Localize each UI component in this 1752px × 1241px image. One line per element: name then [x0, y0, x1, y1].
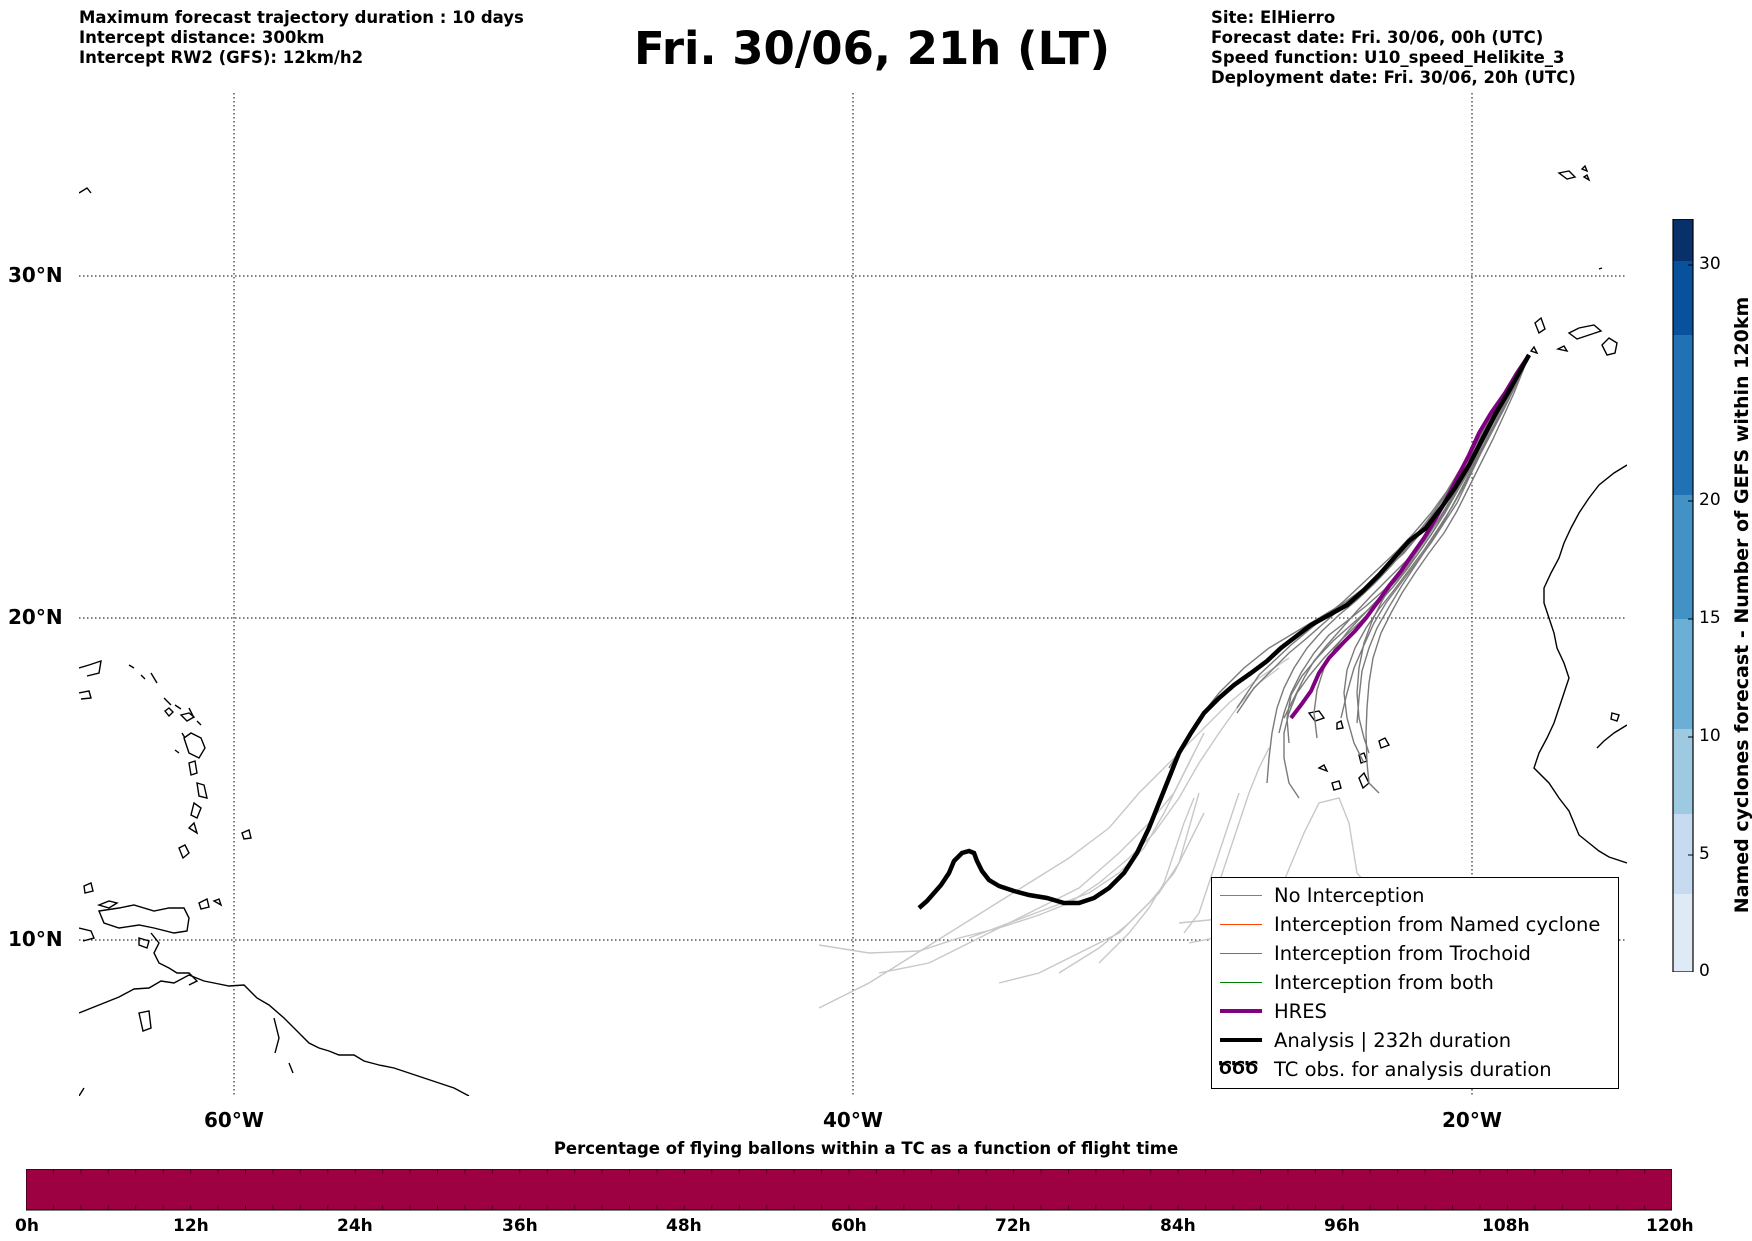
legend-swatch [1220, 1009, 1262, 1013]
lat-label-30n: 30°N [8, 263, 63, 287]
lon-label-40w: 40°W [823, 1108, 883, 1132]
legend-item: Interception from Named cyclone [1212, 911, 1618, 937]
timeline-tick: 24h [337, 1216, 373, 1236]
legend-item: Interception from both [1212, 969, 1618, 995]
page-title: Fri. 30/06, 21h (LT) [634, 22, 1111, 75]
legend-label: No Interception [1274, 884, 1425, 907]
colorbar-tick: 30 [1699, 254, 1721, 274]
colorbar-label: Named cyclones forecast - Number of GEFS… [1731, 296, 1752, 914]
legend-swatch [1220, 982, 1262, 983]
lon-label-60w: 60°W [204, 1108, 264, 1132]
timeline-tick: 120h [1646, 1216, 1694, 1236]
tc-symbol-icon: ԾԾԾ [1218, 1058, 1259, 1079]
legend-item: Analysis | 232h duration [1212, 1027, 1618, 1053]
timeline-tick: 96h [1324, 1216, 1360, 1236]
map-legend: No Interception Interception from Named … [1211, 877, 1619, 1089]
map-gridlines [79, 93, 1627, 1096]
timeline-tick: 60h [831, 1216, 867, 1236]
legend-label: HRES [1274, 1000, 1327, 1023]
header-left-info: Maximum forecast trajectory duration : 1… [79, 8, 524, 68]
lat-label-20n: 20°N [8, 605, 63, 629]
cyclone-colorbar [1672, 219, 1694, 972]
hres-trajectory [1289, 353, 1531, 720]
intercept-distance-text: Intercept distance: 300km [79, 28, 325, 47]
site-text: Site: ElHierro [1211, 8, 1336, 27]
legend-item: ԾԾԾ TC obs. for analysis duration [1212, 1056, 1618, 1082]
analysis-trajectory [917, 353, 1531, 910]
deployment-date-text: Deployment date: Fri. 30/06, 20h (UTC) [1211, 68, 1576, 87]
colorbar-tick: 10 [1699, 726, 1721, 746]
timeline-tick: 84h [1160, 1216, 1196, 1236]
colorbar-tick: 20 [1699, 490, 1721, 510]
timeline-tick: 12h [173, 1216, 209, 1236]
coastlines [79, 164, 1627, 1096]
header-right-info: Site: ElHierro Forecast date: Fri. 30/06… [1211, 8, 1576, 88]
timeline-tick: 0h [15, 1216, 39, 1236]
legend-label: Analysis | 232h duration [1274, 1029, 1512, 1052]
legend-label: TC obs. for analysis duration [1274, 1058, 1552, 1081]
lat-label-10n: 10°N [8, 927, 63, 951]
timeline-bar [26, 1169, 1672, 1211]
legend-label: Interception from Trochoid [1274, 942, 1531, 965]
legend-swatch [1220, 1038, 1262, 1042]
colorbar-tick: 15 [1699, 608, 1721, 628]
timeline-tick: 108h [1482, 1216, 1530, 1236]
forecast-date-text: Forecast date: Fri. 30/06, 00h (UTC) [1211, 28, 1544, 47]
colorbar-tick: 5 [1699, 844, 1710, 864]
timeline-tick: 36h [502, 1216, 538, 1236]
legend-swatch [1220, 924, 1262, 925]
lon-label-20w: 20°W [1442, 1108, 1502, 1132]
intercept-rw2-text: Intercept RW2 (GFS): 12km/h2 [79, 48, 364, 67]
legend-item: HRES [1212, 998, 1618, 1024]
legend-item: Interception from Trochoid [1212, 940, 1618, 966]
legend-label: Interception from both [1274, 971, 1494, 994]
timeline-label: Percentage of flying ballons within a TC… [553, 1139, 1179, 1158]
colorbar-tick: 0 [1699, 961, 1710, 981]
legend-swatch [1220, 895, 1262, 896]
speed-function-text: Speed function: U10_speed_Helikite_3 [1211, 48, 1565, 67]
timeline-tick: 72h [995, 1216, 1031, 1236]
legend-item: No Interception [1212, 882, 1618, 908]
legend-label: Interception from Named cyclone [1274, 913, 1601, 936]
legend-swatch [1220, 953, 1262, 954]
timeline-tick: 48h [666, 1216, 702, 1236]
max-duration-text: Maximum forecast trajectory duration : 1… [79, 8, 524, 27]
